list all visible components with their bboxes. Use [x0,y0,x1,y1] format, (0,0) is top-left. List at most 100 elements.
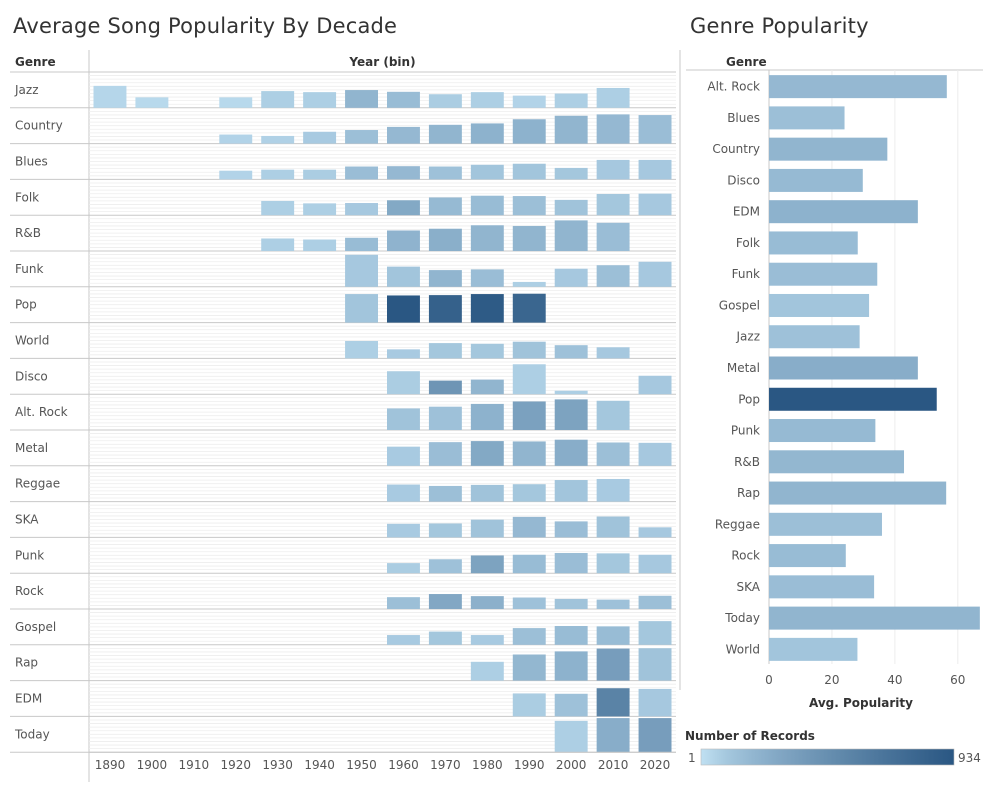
heatmap-cell-bar [470,555,504,574]
heatmap-cell-bar [345,203,378,216]
heatmap-cell-bar [428,631,462,645]
genre-popularity-bar [769,544,846,568]
genre-row-label: Rock [15,584,44,598]
year-bin-tick-label: 1990 [514,758,545,772]
genre-popularity-bar [769,450,905,474]
genre-row-label: Disco [15,369,48,383]
heatmap-cell-bar [135,97,169,108]
genre-row-label: Today [14,727,50,741]
heatmap-cell-bar [596,193,630,216]
x-axis-title: Avg. Popularity [809,696,913,710]
genre-popularity-bar [769,293,870,317]
heatmap-cell-bar [219,134,253,144]
heatmap-cell-bar [596,265,630,287]
heatmap-cell-bar [596,478,630,502]
genre-popularity-bar [769,168,863,192]
heatmap-cell-bar [387,230,420,251]
heatmap-cell-bar [554,167,588,180]
heatmap-cell-bar [428,295,462,323]
heatmap-cell-bar [638,595,672,609]
heatmap-cell-bar [345,254,378,287]
heatmap-cell-bar [219,170,253,180]
genre-row-label: Rap [15,656,38,670]
heatmap-cell-bar [512,401,546,430]
genre-row-label: EDM [15,692,42,706]
heatmap-cell-bar [387,523,420,538]
heatmap-cell-bar [638,375,672,395]
heatmap-cell-bar [345,90,378,108]
genre-row-label: Jazz [14,83,39,97]
year-bin-tick-label: 1950 [346,758,377,772]
genre-popularity-bar [769,512,882,536]
year-bin-tick-label: 1980 [472,758,503,772]
legend-title: Number of Records [685,729,815,743]
heatmap-cell-bar [387,635,420,645]
heatmap-cell-bar [596,400,630,430]
heatmap-cell-bar [512,516,546,538]
genre-bar-label: R&B [734,455,760,469]
heatmap-cell-bar [512,693,546,717]
legend-color-ramp [700,748,955,766]
genre-row-label: World [15,334,49,348]
heatmap-cell-bar [428,166,462,180]
heatmap-cell-bar [512,341,546,359]
heatmap-cell-bar [638,261,672,287]
heatmap-cell-bar [470,635,504,645]
genre-row-label: Country [15,119,63,133]
heatmap-cell-bar [387,597,420,609]
heatmap-cell-bar [596,718,630,753]
heatmap-cell-bar [387,371,420,395]
heatmap-cell-bar [512,628,546,645]
genre-row-label: Folk [15,190,39,204]
year-bin-tick-label: 1890 [95,758,126,772]
genre-row-label: Alt. Rock [15,405,68,419]
heatmap-cell-bar [428,343,462,359]
heatmap-cell-bar [638,688,672,717]
heatmap-cell-bar [554,693,588,717]
heatmap-cell-bar [428,523,462,538]
heatmap-cell-bar [512,95,546,108]
x-tick-label: 20 [824,673,839,687]
heatmap-cell-bar [261,200,295,216]
genre-bar-label: Punk [731,424,760,438]
genre-bar-label: SKA [737,580,761,594]
year-bin-tick-label: 1920 [220,758,251,772]
heatmap-cell-bar [387,200,420,216]
heatmap-cell-bar [554,651,588,681]
heatmap-cell-bar [470,403,504,430]
genre-row-label: Blues [15,155,48,169]
heatmap-cell-bar [596,553,630,574]
heatmap-cell-bar [345,166,378,180]
heatmap-cell-bar [596,159,630,180]
genre-popularity-bar [769,262,878,286]
heatmap-cell-bar [554,521,588,538]
heatmap-cell-bar [428,270,462,287]
heatmap-cell-bar [428,228,462,251]
heatmap-cell-bar [303,131,337,144]
heatmap-cell-bar [554,399,588,430]
genre-bar-label: Reggae [715,517,760,531]
genre-bar-label: Jazz [736,330,761,344]
heatmap-cell-bar [554,345,588,359]
genre-popularity-bar [769,419,876,443]
heatmap-cell-bar [512,654,546,681]
heatmap-cell-bar [512,554,546,574]
heatmap-cell-bar [596,442,630,466]
heatmap-cell-bar [596,222,630,251]
year-bin-tick-label: 1940 [304,758,335,772]
bar-chart-area: Genre 0 20 40 60 Avg. Popularity Alt. Rock Blue… [679,50,983,710]
row-header-label: Genre [15,55,56,69]
year-bin-tick-label: 1960 [388,758,419,772]
genre-row-label: R&B [15,226,41,240]
genre-bar-label: Alt. Rock [707,80,760,94]
genre-popularity-bar [769,231,858,255]
heatmap-cell-bar [470,195,504,216]
heatmap-cell-bar [303,169,337,180]
genre-bar-label: Metal [727,361,760,375]
heatmap-cell-bar [470,123,504,144]
heatmap-cell-bar [387,349,420,359]
genre-bar-label: EDM [733,205,760,219]
genre-row-label: Funk [15,262,43,276]
genre-popularity-bar [769,481,947,505]
heatmap-cell-bar [470,225,504,251]
